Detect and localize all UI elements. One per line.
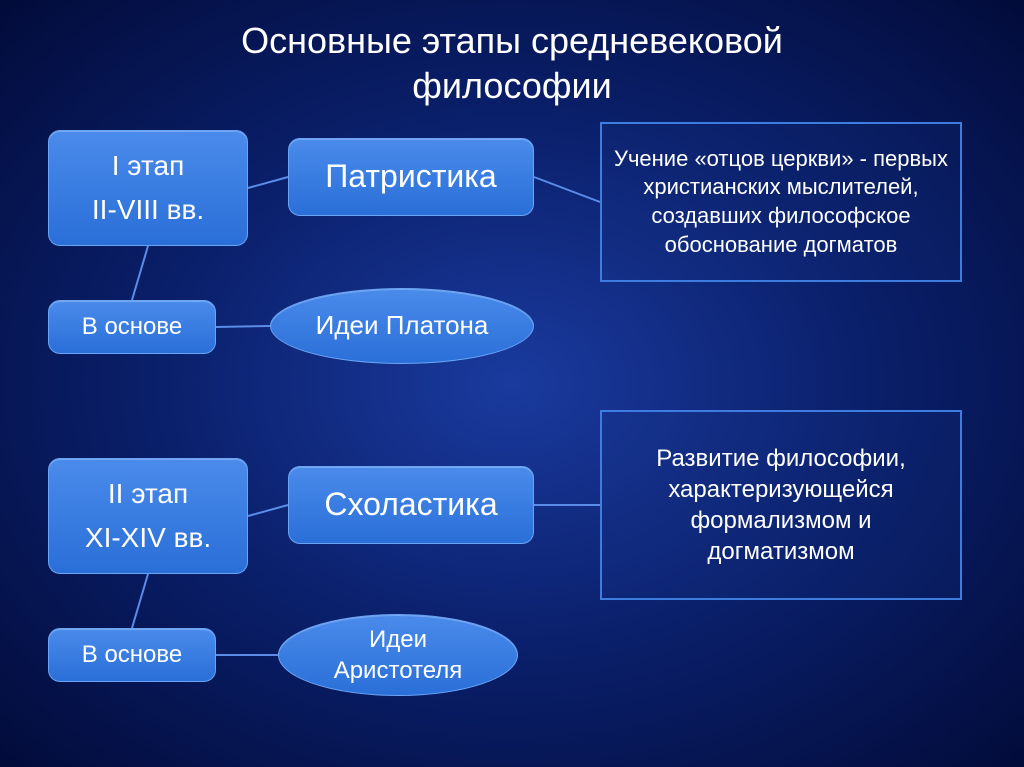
stage2-ideas-line2: Аристотеля	[334, 655, 463, 686]
stage1-ideas-ellipse: Идеи Платона	[270, 288, 534, 364]
stage1-line1: I этап	[112, 148, 184, 184]
stage2-line1: II этап	[108, 476, 188, 512]
stage1-name-box: Патристика	[288, 138, 534, 216]
stage2-name-box: Схоластика	[288, 466, 534, 544]
stage1-description-box: Учение «отцов церкви» - первых христианс…	[600, 122, 962, 282]
title-line2: философии	[412, 65, 611, 106]
stage1-name: Патристика	[325, 156, 496, 198]
stage2-ideas-line1: Идеи	[369, 624, 427, 655]
stage1-box: I этап II-VIII вв.	[48, 130, 248, 246]
stage1-ideas: Идеи Платона	[316, 309, 489, 343]
stage2-ideas-ellipse: Идеи Аристотеля	[278, 614, 518, 696]
title-line1: Основные этапы средневековой	[241, 20, 783, 61]
stage1-description: Учение «отцов церкви» - первых христианс…	[610, 145, 952, 259]
stage2-basis-label: В основе	[82, 639, 182, 670]
stage2-box: II этап XI-XIV вв.	[48, 458, 248, 574]
stage2-basis-box: В основе	[48, 628, 216, 682]
stage1-line2: II-VIII вв.	[92, 192, 204, 228]
stage2-description-box: Развитие философии, характеризующейся фо…	[600, 410, 962, 600]
stage1-basis-label: В основе	[82, 311, 182, 342]
stage2-name: Схоластика	[324, 484, 497, 526]
stage2-line2: XI-XIV вв.	[85, 520, 211, 556]
stage2-description: Развитие философии, характеризующейся фо…	[616, 443, 946, 568]
stage1-basis-box: В основе	[48, 300, 216, 354]
slide-title: Основные этапы средневековой философии	[0, 0, 1024, 108]
